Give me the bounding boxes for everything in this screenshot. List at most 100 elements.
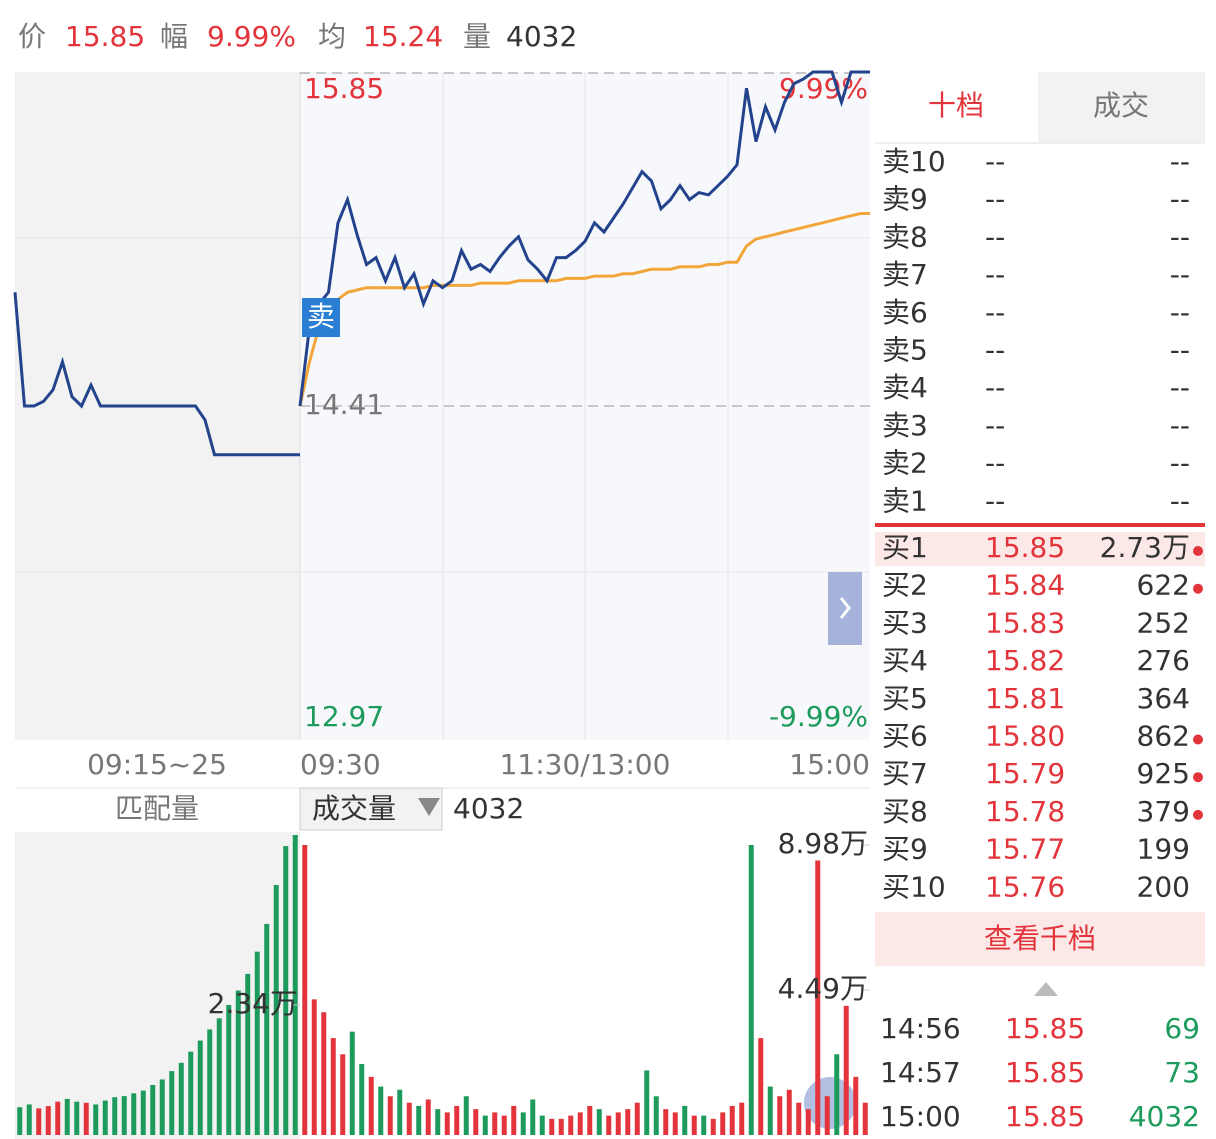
ask-label: 卖6 [882, 296, 928, 329]
bid-price: 15.83 [985, 606, 1065, 639]
volume-bar [577, 1112, 583, 1135]
x-tick-label: 09:30 [300, 748, 381, 781]
trade-volume: 73 [1164, 1056, 1200, 1089]
ask-volume: -- [1170, 258, 1190, 291]
ask-volume: -- [1170, 183, 1190, 216]
content: 价 15.85 幅 9.99% 均 15.24 量 4032 15.85 14.41 12.97 9.… [13, 20, 1203, 1135]
header-label: 均 [318, 20, 346, 53]
auction-volume-bar [150, 1085, 156, 1135]
ask-price: -- [985, 334, 1005, 367]
auction-volume-bar [36, 1108, 42, 1135]
ask-volume: -- [1170, 296, 1190, 329]
tab[interactable] [1038, 72, 1205, 142]
bid-dot [1193, 809, 1203, 820]
bid-volume: 200 [1137, 870, 1190, 903]
volume-bar [311, 999, 317, 1135]
scroll-up[interactable] [1034, 982, 1058, 996]
auction-volume-bar [273, 885, 279, 1135]
ask-price: -- [985, 296, 1005, 329]
volume-bar [587, 1105, 593, 1135]
volume-bar [691, 1115, 697, 1135]
auction-volume-bar [188, 1051, 194, 1135]
volume-bar [463, 1096, 469, 1135]
auction-volume-bar [102, 1100, 108, 1135]
auction-volume-tick-label: 2.34万 [208, 987, 298, 1020]
bid-price: 15.81 [985, 682, 1065, 715]
volume-bar [473, 1109, 479, 1135]
ask-price: -- [985, 484, 1005, 517]
bid-label: 买6 [882, 720, 928, 753]
bid-dot [1193, 734, 1203, 745]
bid-label: 买8 [882, 795, 928, 828]
trade-volume: 4032 [1129, 1100, 1200, 1133]
book-divider [875, 523, 1205, 527]
auction-volume-bar [216, 1018, 222, 1135]
trade-time: 14:57 [880, 1056, 961, 1089]
bid-price: 15.85 [985, 531, 1065, 564]
book-tab[interactable]: 成交 [1093, 89, 1149, 122]
bid-price: 15.79 [985, 757, 1065, 790]
volume-bar [511, 1105, 517, 1135]
volume-bar [492, 1112, 498, 1135]
volume-bar [539, 1115, 545, 1135]
volume-bar [606, 1115, 612, 1135]
auction-volume-bar [131, 1093, 137, 1135]
tab-active[interactable] [875, 72, 1038, 142]
volume-tab[interactable] [299, 787, 443, 831]
auction-volume-bar [64, 1098, 70, 1135]
volume-bar [520, 1112, 526, 1135]
ask-label: 卖4 [882, 371, 928, 404]
dropdown-arrow[interactable] [418, 798, 440, 816]
auction-volume-bar [93, 1104, 99, 1135]
trade-time: 14:56 [880, 1012, 961, 1045]
trade-marker: 卖 [307, 300, 335, 333]
volume-bar [777, 1096, 783, 1135]
ask-price: -- [985, 447, 1005, 480]
volume-bar [302, 845, 308, 1135]
bid-label: 买2 [882, 569, 928, 602]
volume-bar [378, 1086, 384, 1135]
pct-label: -9.99% [769, 700, 868, 733]
bid-dot [1193, 583, 1203, 594]
trade-price: 15.85 [1005, 1100, 1085, 1133]
volume-bar [340, 1054, 346, 1135]
bid-dot [1193, 546, 1203, 556]
more-button[interactable] [875, 912, 1205, 966]
volume-bar [834, 1054, 840, 1135]
price-line [298, 70, 870, 407]
ask-price: -- [985, 220, 1005, 253]
bid-label: 买7 [882, 757, 928, 790]
ask-volume: -- [1170, 409, 1190, 442]
volume-bar [387, 1096, 393, 1135]
volume-bar [786, 1089, 792, 1135]
auction-volume-bar [45, 1106, 51, 1135]
volume-tab-label[interactable]: 成交量 [312, 792, 396, 825]
bid-volume: 862 [1137, 720, 1190, 753]
trade-volume: 69 [1164, 1012, 1200, 1045]
volume-bar [558, 1118, 564, 1135]
volume-bar [853, 1076, 859, 1135]
auction-volume-bar [245, 973, 251, 1135]
auction-volume-bar [83, 1102, 89, 1135]
book-tab[interactable]: 十档 [928, 89, 984, 122]
bid-label: 买1 [882, 531, 928, 564]
bid-volume: 276 [1137, 644, 1190, 677]
bid-volume: 925 [1137, 757, 1190, 790]
expand-arrow [839, 597, 851, 619]
ask-price: -- [985, 145, 1005, 178]
header-label: 量 [463, 20, 491, 53]
auction-volume-bar [112, 1097, 118, 1135]
ask-label: 卖8 [882, 220, 928, 253]
bid-label: 买10 [882, 870, 946, 903]
more-button-label[interactable]: 查看千档 [984, 922, 1096, 955]
ask-label: 卖2 [882, 447, 928, 480]
expand-button[interactable] [828, 572, 862, 645]
volume-bar [862, 1102, 868, 1135]
volume-tab-label[interactable]: 匹配量 [115, 792, 199, 825]
auction-volume-bar [197, 1040, 203, 1135]
volume-bar [815, 860, 821, 1135]
auction-volume-bar [235, 990, 241, 1135]
auction-volume-bar [254, 951, 260, 1135]
volume-bar [758, 1038, 764, 1135]
